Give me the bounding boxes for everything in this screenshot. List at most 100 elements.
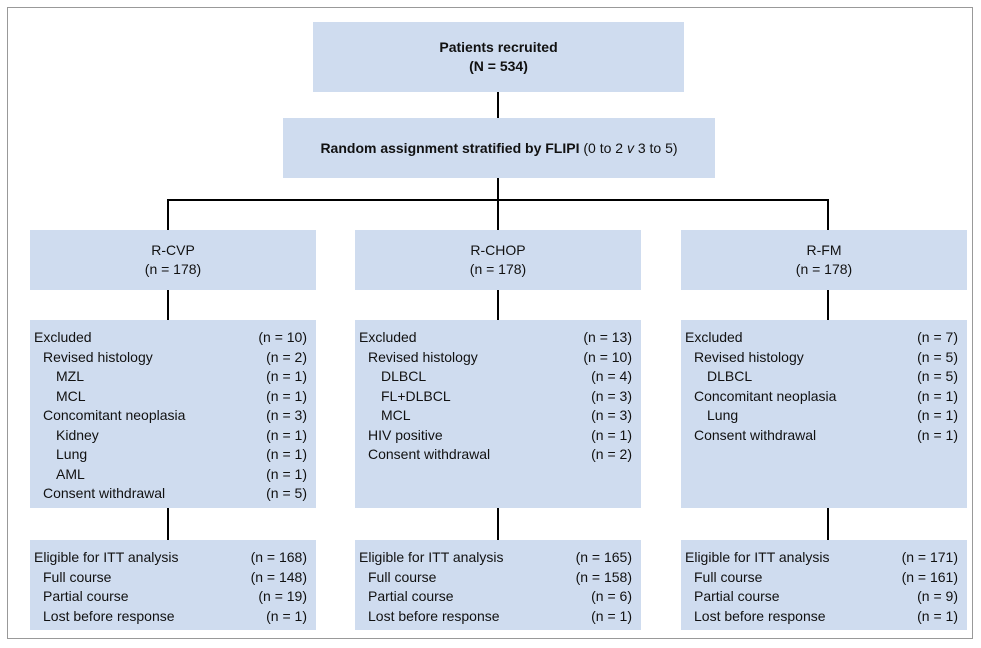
- arm-box: R-CHOP (n = 178): [355, 230, 641, 290]
- list-row: Excluded (n = 13): [359, 328, 632, 347]
- row-label: Eligible for ITT analysis: [685, 549, 830, 565]
- list-row: MCL (n = 1): [56, 387, 307, 406]
- arm-name: R-FM: [806, 242, 842, 258]
- row-count: (n = 1): [266, 607, 307, 624]
- box-count: (N = 534): [469, 58, 528, 74]
- versus: v: [626, 139, 634, 156]
- list-row: Concomitant neoplasia (n = 3): [43, 406, 307, 425]
- list-row: Consent withdrawal (n = 5): [43, 484, 307, 503]
- row-count: (n = 3): [266, 407, 307, 423]
- row-label: Partial course: [43, 588, 129, 604]
- row-count: (n = 5): [917, 368, 958, 384]
- row-label: HIV positive: [368, 426, 443, 443]
- range-start: (0 to 2: [583, 139, 624, 156]
- row-count: (n = 4): [591, 368, 632, 384]
- row-label: Concomitant neoplasia: [694, 387, 837, 404]
- list-row: Partial course (n = 19): [43, 587, 307, 606]
- row-label: DLBCL: [707, 368, 753, 384]
- row-label: Full course: [43, 568, 112, 585]
- row-count: (n = 1): [266, 368, 307, 384]
- row-label: MCL: [56, 387, 86, 404]
- excluded-box: Excluded (n = 7) Revised histology (n = 5) D…: [681, 320, 967, 508]
- list-row: Revised histology (n = 2): [43, 348, 307, 367]
- list-row: MZL (n = 1): [56, 367, 307, 386]
- row-label: MCL: [381, 407, 411, 423]
- row-count: (n = 161): [901, 568, 958, 585]
- list-row: Full course (n = 158): [368, 568, 632, 587]
- row-count: (n = 13): [583, 329, 632, 345]
- range-end: 3 to 5): [637, 139, 678, 156]
- list-row: AML (n = 1): [56, 465, 307, 484]
- list-row: MCL (n = 3): [381, 406, 632, 425]
- row-label: Lost before response: [694, 607, 826, 624]
- eligible-box: Eligible for ITT analysis (n = 168) Full c…: [30, 540, 316, 630]
- row-label: Consent withdrawal: [43, 485, 166, 501]
- row-label: Concomitant neoplasia: [43, 407, 186, 423]
- box-label: Patients recruited: [439, 39, 558, 55]
- row-label: Revised histology: [368, 348, 478, 365]
- row-count: (n = 5): [266, 485, 307, 501]
- row-count: (n = 7): [917, 329, 958, 345]
- row-label: DLBCL: [381, 368, 427, 384]
- row-label: Revised histology: [43, 348, 153, 365]
- arm-box: R-CVP (n = 178): [30, 230, 316, 290]
- excluded-box: Excluded (n = 10) Revised histology (n = 2)…: [30, 320, 316, 508]
- box-label-line: Random assignment stratified by FLIPI (0…: [320, 139, 677, 158]
- row-count: (n = 148): [250, 568, 307, 585]
- list-row: Lost before response (n = 1): [368, 607, 632, 626]
- row-label: Full course: [694, 568, 763, 585]
- row-label: Excluded: [685, 329, 743, 345]
- row-label: MZL: [56, 368, 84, 384]
- row-count: (n = 6): [591, 588, 632, 604]
- row-label: Lost before response: [368, 607, 500, 624]
- list-row: Eligible for ITT analysis (n = 168): [34, 548, 307, 567]
- eligible-box: Eligible for ITT analysis (n = 165) Full c…: [355, 540, 641, 630]
- row-label: Excluded: [34, 329, 92, 345]
- row-count: (n = 5): [917, 348, 958, 365]
- list-row: Excluded (n = 10): [34, 328, 307, 347]
- row-label: Kidney: [56, 426, 99, 443]
- row-label: Lost before response: [43, 607, 175, 624]
- list-row: Lung (n = 1): [707, 406, 958, 425]
- row-label: Eligible for ITT analysis: [359, 549, 504, 565]
- recruited-box: Patients recruited (N = 534): [313, 22, 684, 92]
- arm-count: (n = 178): [795, 261, 853, 277]
- list-row: Concomitant neoplasia (n = 1): [694, 387, 958, 406]
- list-row: Lost before response (n = 1): [43, 607, 307, 626]
- row-label: Full course: [368, 568, 437, 585]
- arm-name: R-CVP: [151, 242, 195, 258]
- arm-count: (n = 178): [469, 261, 527, 277]
- list-row: Kidney (n = 1): [56, 426, 307, 445]
- list-row: FL+DLBCL (n = 3): [381, 387, 632, 406]
- row-count: (n = 1): [266, 387, 307, 404]
- row-count: (n = 3): [591, 407, 632, 423]
- row-count: (n = 9): [917, 588, 958, 604]
- arm-box: R-FM (n = 178): [681, 230, 967, 290]
- row-count: (n = 19): [258, 588, 307, 604]
- arm-count: (n = 178): [144, 261, 202, 277]
- row-count: (n = 168): [250, 549, 307, 565]
- row-count: (n = 1): [266, 446, 307, 462]
- row-count: (n = 2): [591, 446, 632, 462]
- list-row: Partial course (n = 9): [694, 587, 958, 606]
- list-row: Partial course (n = 6): [368, 587, 632, 606]
- row-count: (n = 1): [591, 607, 632, 624]
- list-row: Full course (n = 148): [43, 568, 307, 587]
- row-count: (n = 10): [258, 329, 307, 345]
- list-row: DLBCL (n = 5): [707, 367, 958, 386]
- row-label: Consent withdrawal: [694, 426, 817, 443]
- list-row: Lung (n = 1): [56, 445, 307, 464]
- row-count: (n = 3): [591, 387, 632, 404]
- row-count: (n = 1): [591, 426, 632, 443]
- row-count: (n = 171): [901, 549, 958, 565]
- list-row: Consent withdrawal (n = 2): [368, 445, 632, 464]
- row-label: Lung: [56, 446, 88, 462]
- row-count: (n = 1): [917, 426, 958, 443]
- row-label: Revised histology: [694, 348, 804, 365]
- row-label: FL+DLBCL: [381, 387, 451, 404]
- row-label: Lung: [707, 407, 739, 423]
- list-row: Lost before response (n = 1): [694, 607, 958, 626]
- list-row: HIV positive (n = 1): [368, 426, 632, 445]
